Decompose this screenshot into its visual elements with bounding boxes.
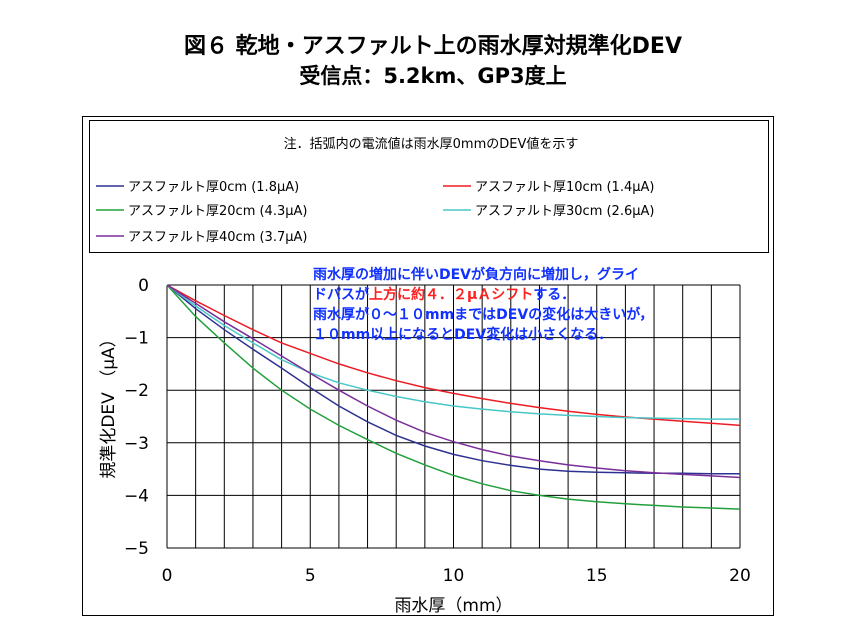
y-tick-label: −5 <box>124 539 149 559</box>
chart-frame <box>82 116 774 616</box>
series-line <box>166 284 740 420</box>
chart-note: 注．括弧内の電流値は雨水厚0mmのDEV値を示す <box>284 136 579 152</box>
legend-label: アスファルト厚30cm (2.6μA) <box>475 204 654 219</box>
x-tick-label: 20 <box>729 566 751 586</box>
chart-title: 図６ 乾地・アスファルト上の雨水厚対規準化DEV <box>184 34 682 59</box>
series-line <box>166 284 740 475</box>
x-axis-label: 雨水厚（mm） <box>394 596 512 616</box>
y-axis-label: 規準化DEV （μA） <box>99 330 119 478</box>
series-line <box>166 284 741 510</box>
x-tick-label: 0 <box>162 566 173 586</box>
legend-label: アスファルト厚0cm (1.8μA) <box>128 180 299 195</box>
annotation-text: 雨水厚の増加に伴いDEVが負方向に増加し，グライ <box>313 266 639 283</box>
annotation-text: ドパスが上方に約４．２μＡシフトする． <box>313 286 575 303</box>
annotation-text: １０mm以上になるとDEV変化は小さくなる． <box>313 326 612 343</box>
annotation-text: 雨水厚が０～１０mmまではDEVの変化は大きいが， <box>313 306 653 323</box>
legend-label: アスファルト厚40cm (3.7μA) <box>128 230 307 245</box>
legend-label: アスファルト厚10cm (1.4μA) <box>475 180 654 195</box>
y-tick-label: −4 <box>124 486 149 506</box>
legend-label: アスファルト厚20cm (4.3μA) <box>128 204 307 219</box>
legend-box <box>89 120 769 253</box>
series-line <box>166 284 741 479</box>
x-tick-label: 15 <box>586 566 608 586</box>
chart-subtitle: 受信点：5.2km、GP3度上 <box>299 64 567 88</box>
x-tick-label: 5 <box>305 566 316 586</box>
y-tick-label: −1 <box>124 329 149 349</box>
x-tick-label: 10 <box>443 566 465 586</box>
y-tick-label: 0 <box>138 276 149 296</box>
y-tick-label: −2 <box>124 381 149 401</box>
y-tick-label: −3 <box>124 434 149 454</box>
